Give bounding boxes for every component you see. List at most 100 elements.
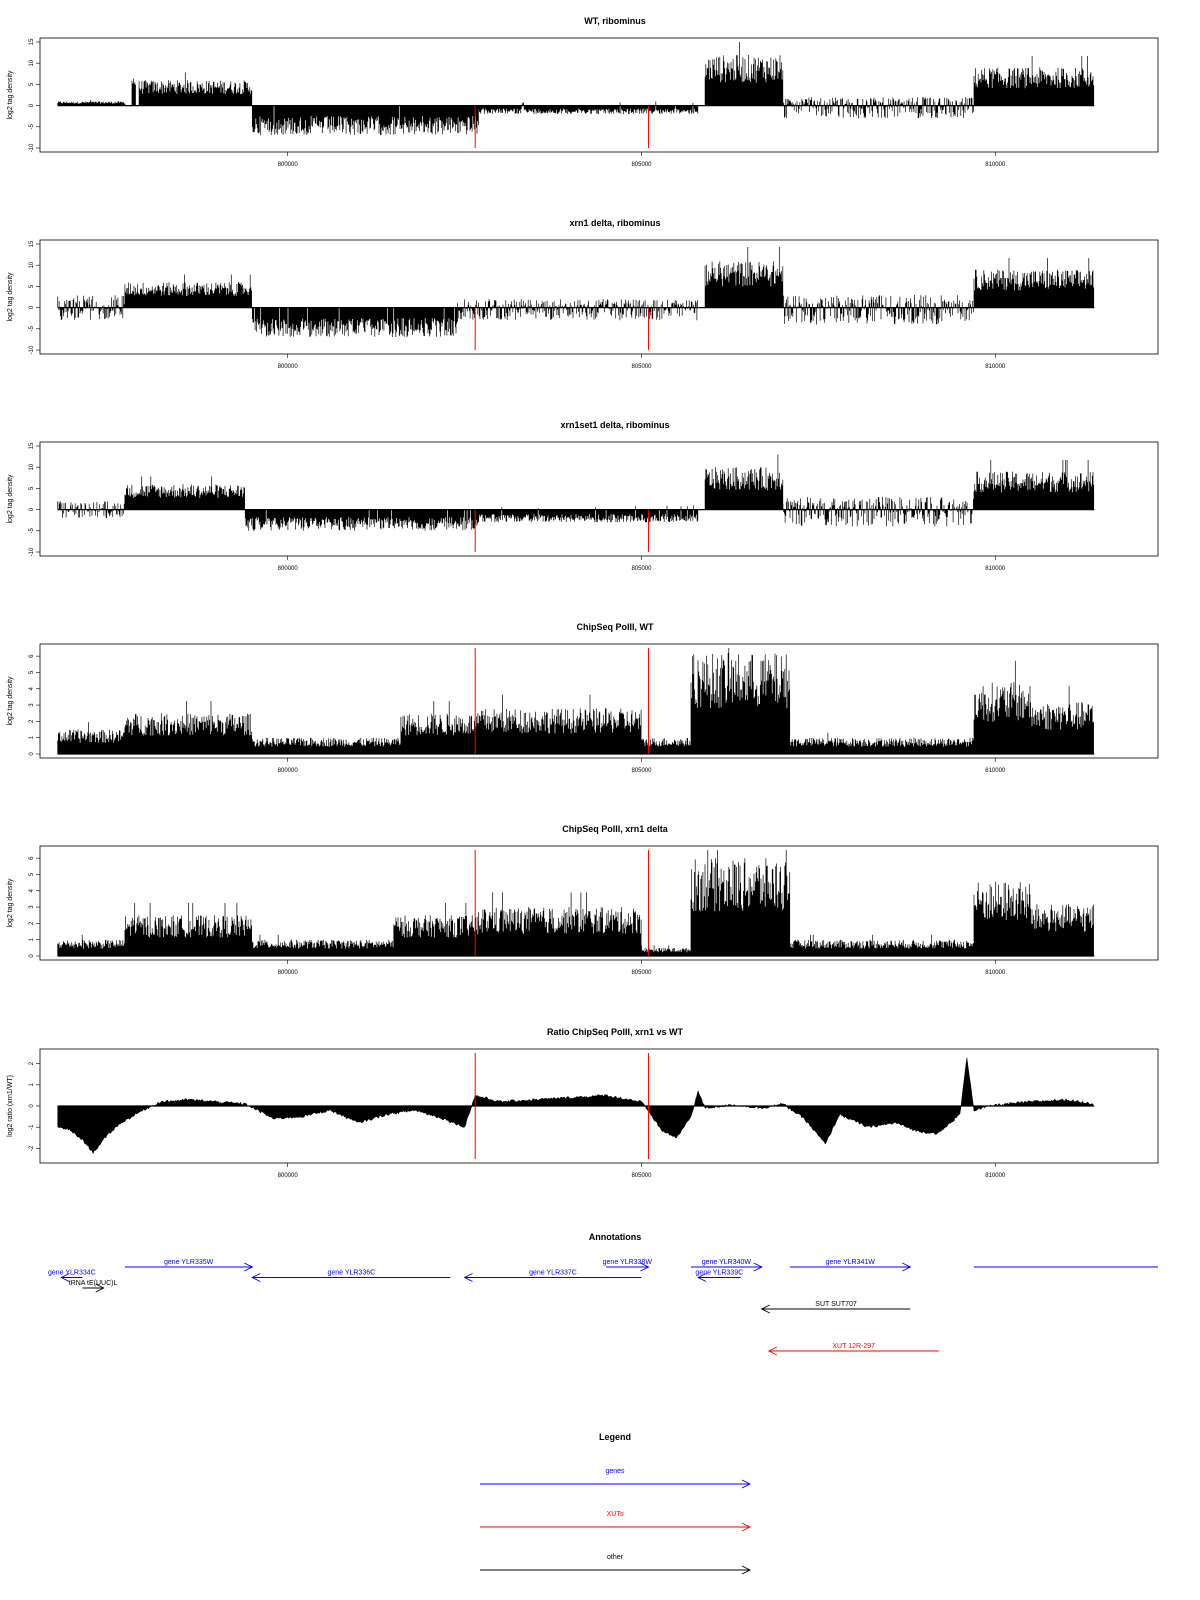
- y-axis-label: log2 tag density: [7, 474, 14, 524]
- feature-4: gene YLR336C: [251, 1270, 451, 1282]
- arrowhead-left: [767, 1346, 778, 1356]
- x-tick-label: 800000: [278, 162, 299, 168]
- feature-11: SUT SUT707: [760, 1301, 911, 1314]
- x-tick-label: 805000: [631, 364, 652, 370]
- signal-series: [57, 648, 1094, 754]
- x-tick-label: 810000: [985, 364, 1006, 370]
- y-tick-label: 10: [29, 463, 35, 470]
- feature-2: tRNA tE(UUC)L: [69, 1280, 118, 1293]
- y-axis-label: log2 tag density: [7, 676, 14, 726]
- y-tick-label: 5: [29, 670, 35, 674]
- arrowhead-right: [741, 1522, 752, 1532]
- arrowhead-right: [95, 1283, 105, 1293]
- legend-item-XUTs: XUTs: [480, 1511, 752, 1532]
- x-tick-label: 805000: [631, 768, 652, 774]
- y-axis: -2 -1 0 1 2: [29, 1061, 40, 1151]
- feature-8: gene YLR339C: [695, 1270, 743, 1282]
- chart-panel-1: WT, ribominus -10 -5 0 5 10 15 log2 tag density…: [7, 16, 1159, 168]
- x-tick-label: 810000: [985, 1173, 1006, 1179]
- x-tick-label: 810000: [985, 162, 1006, 168]
- y-tick-label: 5: [29, 872, 35, 876]
- y-tick-label: 15: [29, 38, 35, 45]
- arrowhead-left: [60, 1273, 70, 1282]
- y-axis-label: log2 ratio (xrn1/WT): [7, 1075, 14, 1137]
- x-tick-label: 800000: [278, 364, 299, 370]
- annotations-title: Annotations: [589, 1232, 642, 1242]
- y-tick-label: 0: [29, 305, 35, 309]
- chart-title: xrn1 delta, ribominus: [569, 218, 660, 228]
- x-tick-label: 805000: [631, 566, 652, 572]
- y-tick-label: 1: [29, 937, 35, 941]
- signal-series: [57, 454, 1095, 531]
- annotations-panel: Annotations gene YLR334C tRNA tE(UUC)L gene…: [48, 1232, 1158, 1356]
- x-axis: 800000 805000 810000: [278, 960, 1006, 976]
- arrowhead-left: [463, 1273, 473, 1282]
- feature-9: gene YLR341W: [790, 1259, 912, 1272]
- y-axis: -10 -5 0 5 10 15: [29, 38, 40, 152]
- feature-label: SUT SUT707: [815, 1301, 857, 1308]
- x-axis: 800000 805000 810000: [278, 556, 1006, 572]
- feature-label: gene YLR335W: [164, 1259, 214, 1266]
- y-tick-label: 15: [29, 442, 35, 449]
- chart-title: Ratio ChipSeq PolII, xrn1 vs WT: [547, 1027, 684, 1037]
- y-tick-label: 6: [29, 654, 35, 658]
- legend-title: Legend: [599, 1432, 631, 1442]
- signal-series: [57, 850, 1094, 956]
- signal-series: [57, 247, 1095, 338]
- y-tick-label: -5: [29, 527, 35, 533]
- x-tick-label: 810000: [985, 768, 1006, 774]
- y-tick-label: -10: [29, 143, 35, 152]
- x-axis: 800000 805000 810000: [278, 758, 1006, 774]
- signal-bars: [57, 850, 1094, 956]
- y-axis: -10 -5 0 5 10 15: [29, 240, 40, 354]
- y-axis: 0 1 2 3 4 5 6: [29, 654, 40, 756]
- y-tick-label: 6: [29, 856, 35, 860]
- chart-title: WT, ribominus: [584, 16, 646, 26]
- signal-bars: [57, 648, 1094, 754]
- feature-label: tRNA tE(UUC)L: [69, 1280, 118, 1287]
- y-tick-label: -2: [29, 1145, 35, 1151]
- chart-title: xrn1set1 delta, ribominus: [560, 420, 669, 430]
- arrowhead-right: [902, 1262, 912, 1272]
- feature-12: XUT 12R-297: [767, 1343, 939, 1356]
- y-axis-label: log2 tag density: [7, 70, 14, 120]
- x-tick-label: 800000: [278, 768, 299, 774]
- legend-label: other: [607, 1554, 624, 1561]
- feature-label: XUT 12R-297: [832, 1343, 875, 1350]
- legend-item-genes: genes: [480, 1468, 752, 1489]
- x-tick-label: 805000: [631, 1173, 652, 1179]
- x-tick-label: 810000: [985, 566, 1006, 572]
- y-tick-label: 15: [29, 240, 35, 247]
- chart-panel-4: ChipSeq PolII, WT 0 1 2 3 4 5 6 log2 tag density…: [7, 622, 1159, 774]
- y-tick-label: 1: [29, 735, 35, 739]
- feature-label: gene YLR340W: [702, 1259, 752, 1266]
- chart-title: ChipSeq PolII, xrn1 delta: [562, 824, 669, 834]
- y-tick-label: 10: [29, 59, 35, 66]
- legend-panel: Legend genes XUTs other: [480, 1432, 752, 1575]
- feature-5: gene YLR337C: [463, 1270, 642, 1282]
- plot-frame: [39, 37, 1159, 153]
- arrowhead-right: [741, 1479, 752, 1489]
- y-tick-label: 0: [29, 507, 35, 511]
- feature-label: gene YLR334C: [48, 1270, 96, 1277]
- signal-series: [57, 42, 1095, 136]
- y-tick-label: 5: [29, 486, 35, 490]
- y-tick-label: 0: [29, 752, 35, 756]
- arrowhead-left: [760, 1304, 770, 1314]
- feature-7: gene YLR340W: [690, 1259, 763, 1272]
- x-axis: 800000 805000 810000: [278, 152, 1006, 168]
- chart-panel-5: ChipSeq PolII, xrn1 delta 0 1 2 3 4 5 6 log2 tag…: [7, 824, 1159, 976]
- y-tick-label: -5: [29, 325, 35, 331]
- y-tick-label: -5: [29, 123, 35, 129]
- arrowhead-right: [741, 1565, 752, 1575]
- feature-label: gene YLR337C: [529, 1270, 577, 1277]
- legend-label: XUTs: [607, 1511, 624, 1518]
- y-tick-label: 2: [29, 1061, 35, 1065]
- y-tick-label: 4: [29, 888, 35, 892]
- plot-frame: [39, 441, 1159, 557]
- arrowhead-left: [251, 1273, 261, 1282]
- arrowhead-right: [244, 1262, 254, 1272]
- y-tick-label: -10: [29, 345, 35, 354]
- x-tick-label: 805000: [631, 162, 652, 168]
- y-tick-label: 3: [29, 905, 35, 909]
